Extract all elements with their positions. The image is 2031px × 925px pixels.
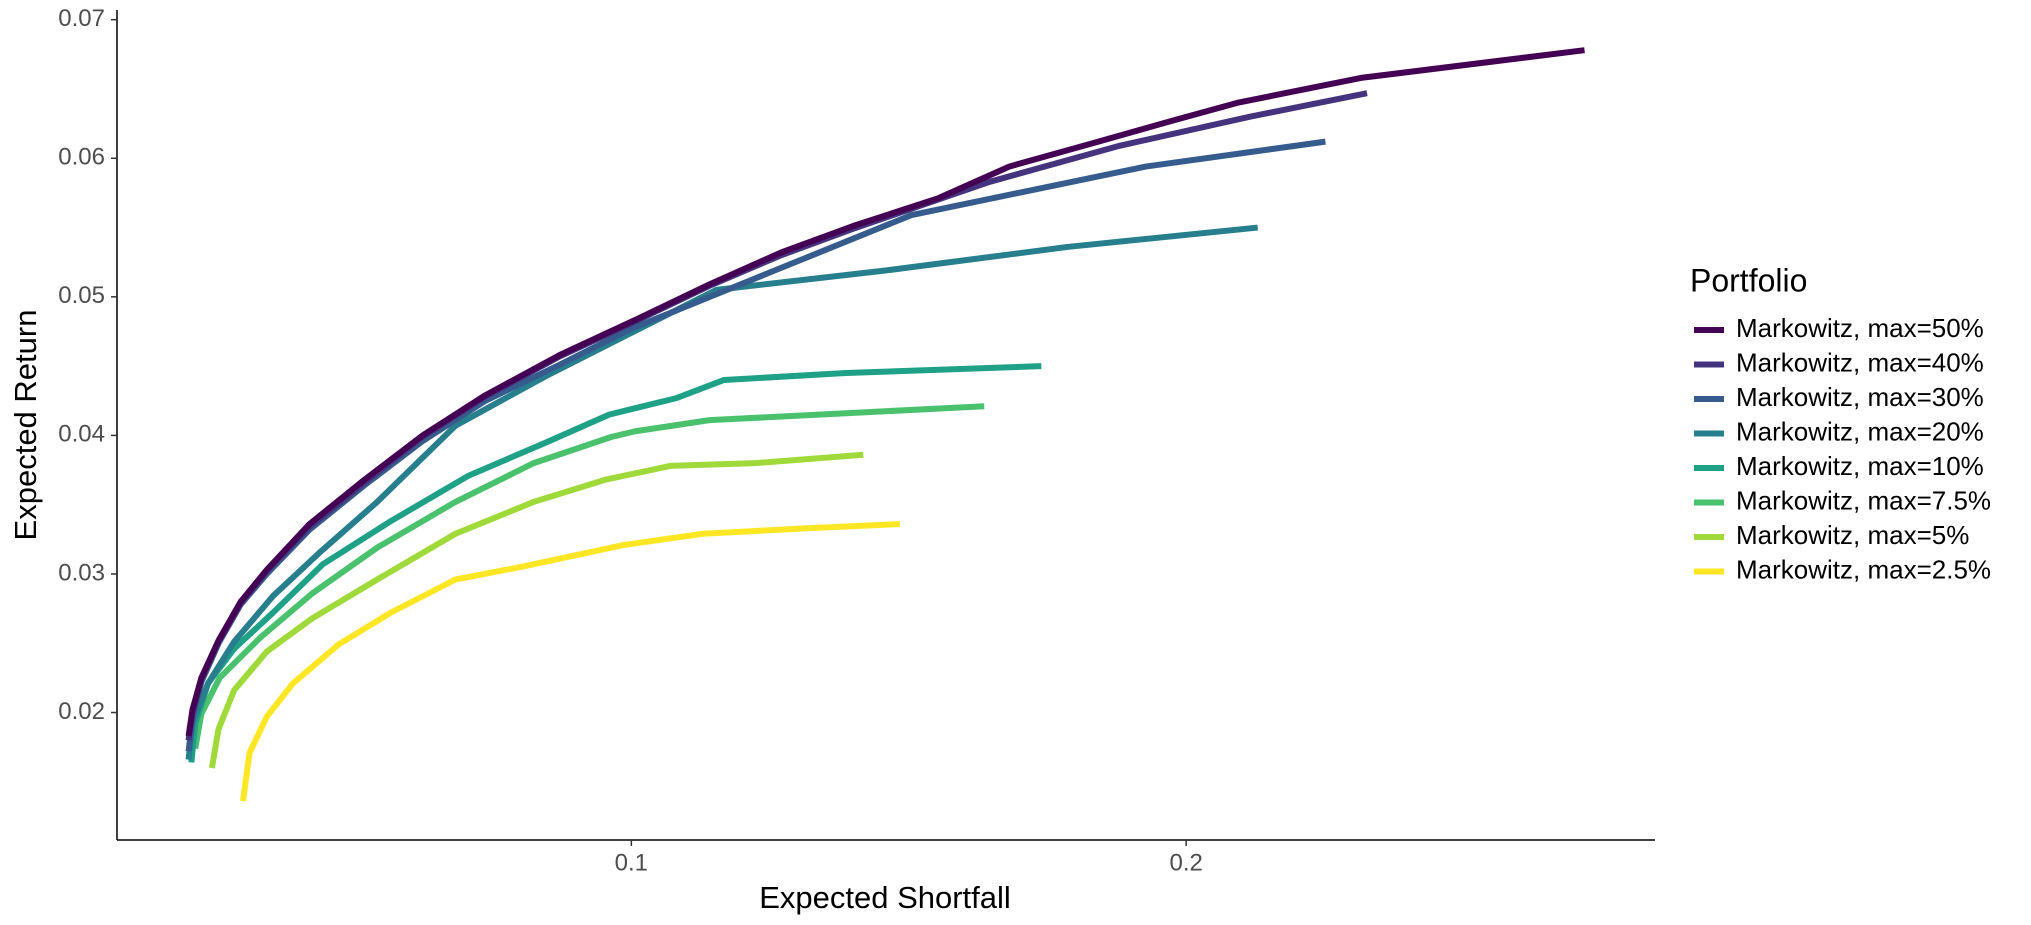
- y-tick-label: 0.05: [58, 282, 105, 309]
- legend-label: Markowitz, max=5%: [1736, 520, 1969, 550]
- series-line: [188, 363, 1042, 763]
- series-line: [192, 403, 985, 750]
- legend-label: Markowitz, max=40%: [1736, 347, 1984, 377]
- y-tick-label: 0.03: [58, 559, 105, 586]
- series-line: [239, 521, 901, 802]
- x-tick-label: 0.1: [615, 849, 648, 876]
- x-axis-title: Expected Shortfall: [759, 880, 1011, 915]
- legend-label: Markowitz, max=2.5%: [1736, 554, 1991, 584]
- legend-label: Markowitz, max=30%: [1736, 382, 1984, 412]
- series-line: [185, 47, 1585, 737]
- y-tick-label: 0.06: [58, 144, 105, 171]
- legend-label: Markowitz, max=7.5%: [1736, 485, 1991, 515]
- legend-label: Markowitz, max=10%: [1736, 451, 1984, 481]
- legend-label: Markowitz, max=20%: [1736, 416, 1984, 446]
- series-line: [208, 451, 864, 769]
- y-tick-label: 0.07: [58, 5, 105, 32]
- y-tick-label: 0.02: [58, 698, 105, 725]
- series-line: [185, 138, 1326, 752]
- x-tick-label: 0.2: [1169, 849, 1202, 876]
- y-tick-label: 0.04: [58, 421, 105, 448]
- series-line: [185, 224, 1259, 760]
- legend-label: Markowitz, max=50%: [1736, 313, 1984, 343]
- y-axis-title: Expected Return: [8, 310, 43, 541]
- legend-title: Portfolio: [1690, 262, 1807, 298]
